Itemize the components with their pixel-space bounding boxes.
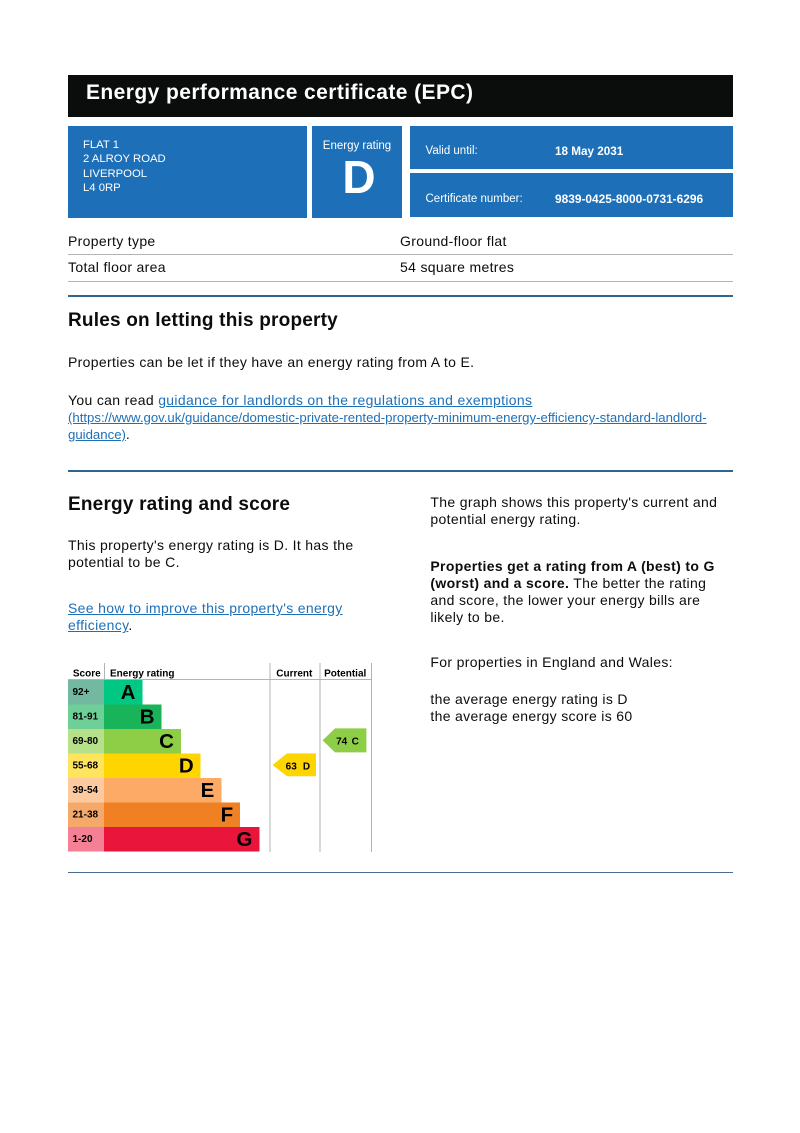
svg-text:92+: 92+ [73,687,90,698]
svg-text:55-68: 55-68 [73,761,99,772]
svg-text:63: 63 [286,761,298,772]
svg-text:E: E [201,779,215,802]
svg-text:C: C [159,730,174,753]
svg-text:F: F [221,804,234,827]
svg-text:Score: Score [73,669,101,680]
svg-text:21-38: 21-38 [73,810,99,821]
svg-text:39-54: 39-54 [73,785,99,796]
svg-text:1-20: 1-20 [73,834,93,845]
svg-text:B: B [140,706,155,729]
svg-text:D: D [303,761,310,772]
svg-text:81-91: 81-91 [73,712,99,723]
svg-text:Current: Current [276,669,313,680]
svg-text:C: C [352,736,359,747]
svg-text:A: A [121,681,136,704]
svg-text:Potential: Potential [324,669,366,680]
svg-text:74: 74 [336,736,348,747]
svg-text:D: D [179,755,194,778]
svg-text:Energy rating: Energy rating [110,669,174,680]
svg-text:G: G [237,828,253,851]
svg-text:69-80: 69-80 [73,736,99,747]
